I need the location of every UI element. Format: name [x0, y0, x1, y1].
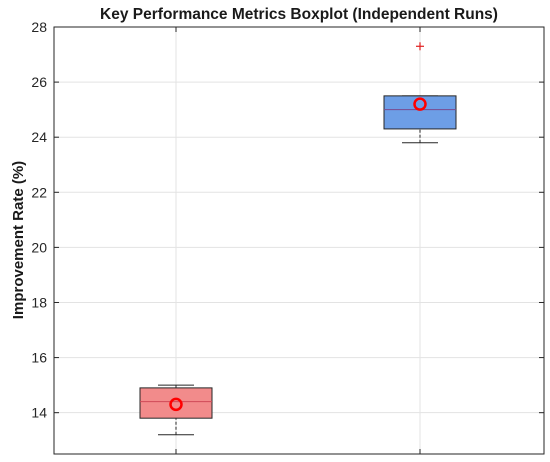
y-tick-label: 16	[31, 350, 47, 366]
plot-area	[54, 27, 544, 454]
y-tick-label: 28	[31, 19, 47, 35]
y-axis-label: Improvement Rate (%)	[10, 161, 27, 319]
y-tick-label: 20	[31, 239, 47, 255]
tick-layer: 14 16 18 20 22 24 26 28	[31, 19, 544, 454]
y-tick-label: 14	[31, 405, 47, 421]
box-iqr	[383, 95, 457, 130]
mean-marker	[169, 397, 183, 412]
axes-frame	[53, 26, 545, 455]
y-tick-label: 22	[31, 184, 47, 200]
box-group	[139, 384, 213, 436]
box-layer	[139, 42, 457, 436]
y-tick-label: 18	[31, 294, 47, 310]
box-iqr	[139, 387, 213, 419]
y-tick-label: 24	[31, 129, 47, 145]
y-tick-label: 26	[31, 74, 47, 90]
box-group	[383, 42, 457, 144]
grid-layer	[54, 26, 544, 454]
mean-marker	[413, 97, 427, 111]
chart-title: Key Performance Metrics Boxplot (Indepen…	[100, 6, 498, 23]
